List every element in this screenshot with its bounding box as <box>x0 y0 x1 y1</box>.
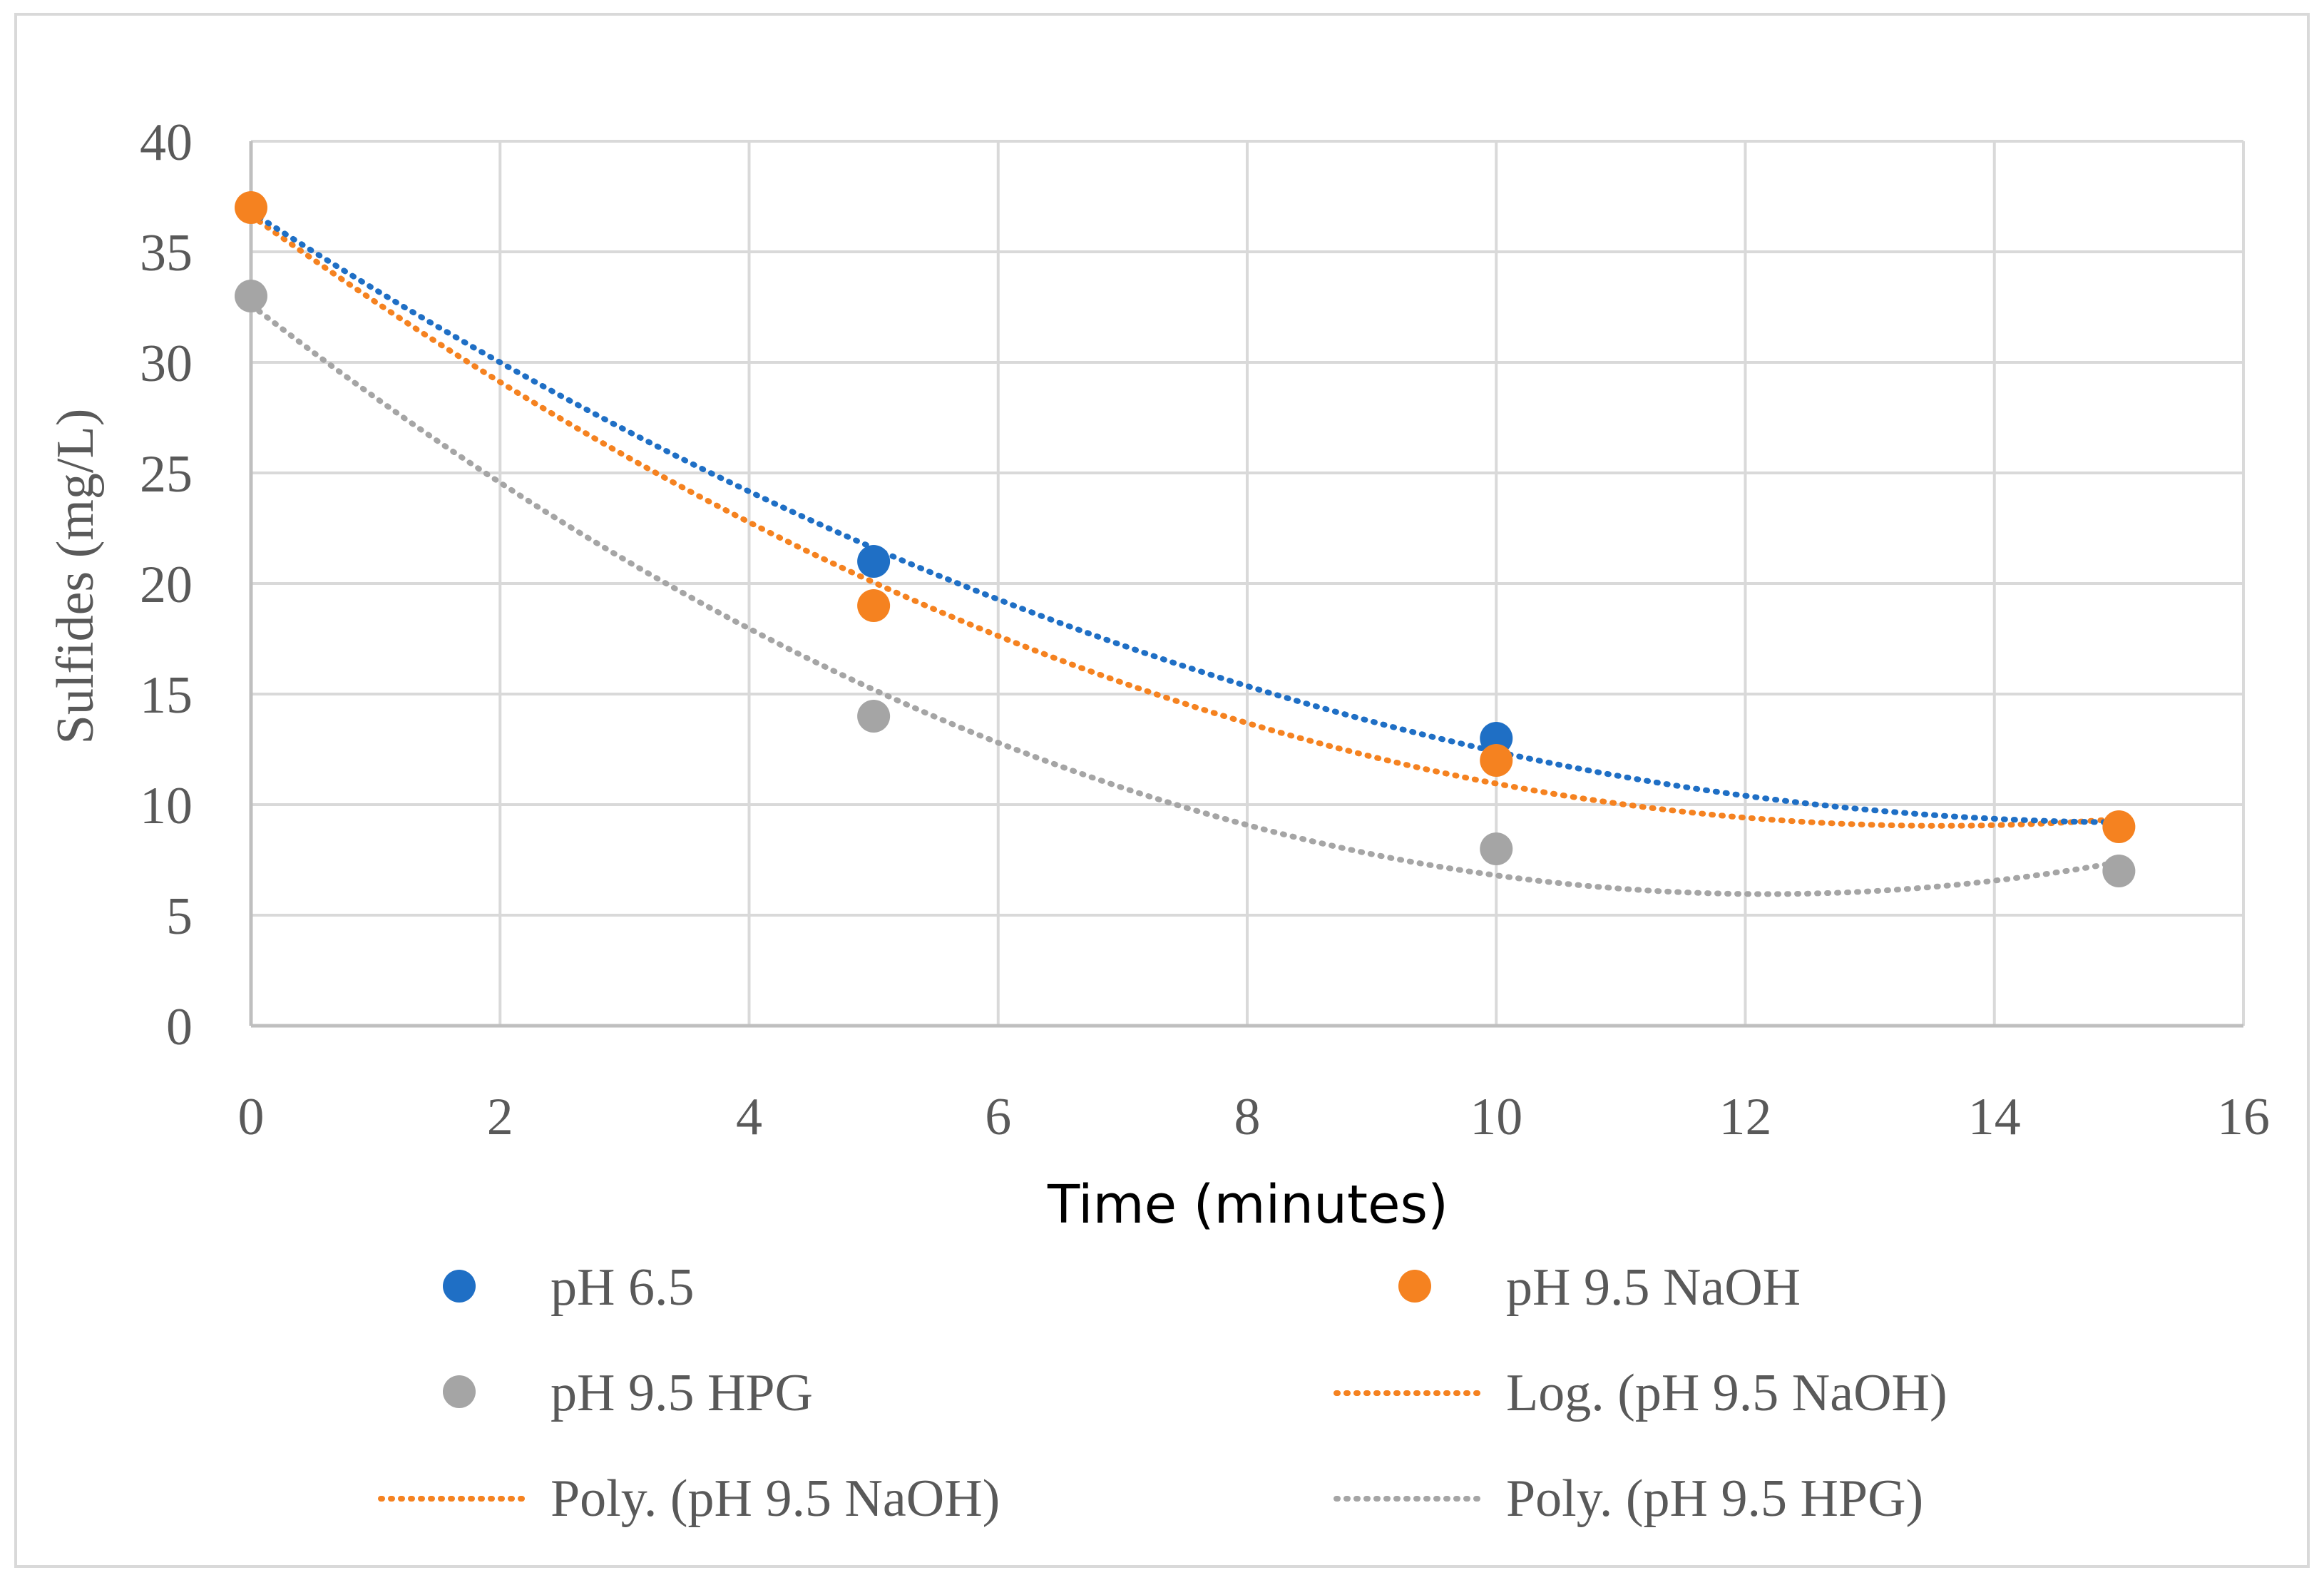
legend-marker <box>443 1375 476 1408</box>
x-tick-label: 2 <box>487 1088 513 1146</box>
y-axis-title: Sulfides (mg/L) <box>46 409 105 745</box>
legend-label: pH 6.5 <box>551 1258 694 1317</box>
y-tick-label: 0 <box>166 998 193 1056</box>
y-tick-label: 15 <box>140 666 193 725</box>
data-point <box>1480 832 1513 865</box>
legend-label: Poly. (pH 9.5 NaOH) <box>551 1469 1000 1528</box>
x-tick-label: 14 <box>1968 1088 2021 1146</box>
legend: pH 6.5 pH 9.5 NaOH pH 9.5 HPG Log. (pH 9.5 … <box>378 1258 1947 1528</box>
trendline-unlisted <box>248 209 2122 825</box>
trendline-poly-ph-9-5-naoh <box>248 212 2122 829</box>
y-tick-label: 40 <box>140 113 193 172</box>
tick-labels: 0 5 10 15 20 25 30 35 40 0 2 4 6 8 10 12 14 16 <box>140 113 2270 1146</box>
x-tick-label: 6 <box>985 1088 1011 1146</box>
legend-label: Log. (pH 9.5 NaOH) <box>1506 1364 1947 1422</box>
y-tick-label: 30 <box>140 335 193 393</box>
legend-marker <box>443 1270 476 1303</box>
legend-label: pH 9.5 NaOH <box>1506 1258 1801 1317</box>
x-tick-label: 12 <box>1719 1088 1772 1146</box>
data-point <box>235 280 267 312</box>
gridlines <box>250 140 2245 1027</box>
data-point <box>2102 855 2136 887</box>
y-tick-label: 10 <box>140 777 193 835</box>
legend-label: pH 9.5 HPG <box>551 1364 813 1422</box>
y-tick-label: 35 <box>140 224 193 282</box>
x-axis-title: Time (minutes) <box>1047 1174 1448 1235</box>
data-points <box>235 191 2136 887</box>
x-tick-label: 8 <box>1234 1088 1261 1146</box>
x-tick-label: 4 <box>736 1088 762 1146</box>
data-point <box>857 589 891 622</box>
data-point <box>1480 744 1513 777</box>
legend-label: Poly. (pH 9.5 HPG) <box>1506 1469 1923 1528</box>
data-point <box>857 545 891 578</box>
legend-marker <box>1398 1270 1431 1303</box>
trendline-poly-ph-9-5-hpg <box>248 302 2122 897</box>
data-point <box>857 700 891 733</box>
x-tick-label: 16 <box>2217 1088 2270 1146</box>
x-tick-label: 10 <box>1470 1088 1522 1146</box>
chart-frame <box>14 13 2310 1568</box>
data-point <box>2102 810 2136 843</box>
data-point <box>235 191 267 224</box>
y-tick-label: 25 <box>140 445 193 504</box>
y-tick-label: 5 <box>166 887 193 946</box>
y-tick-label: 20 <box>140 556 193 614</box>
trendlines <box>248 209 2122 897</box>
x-tick-label: 0 <box>238 1088 265 1146</box>
